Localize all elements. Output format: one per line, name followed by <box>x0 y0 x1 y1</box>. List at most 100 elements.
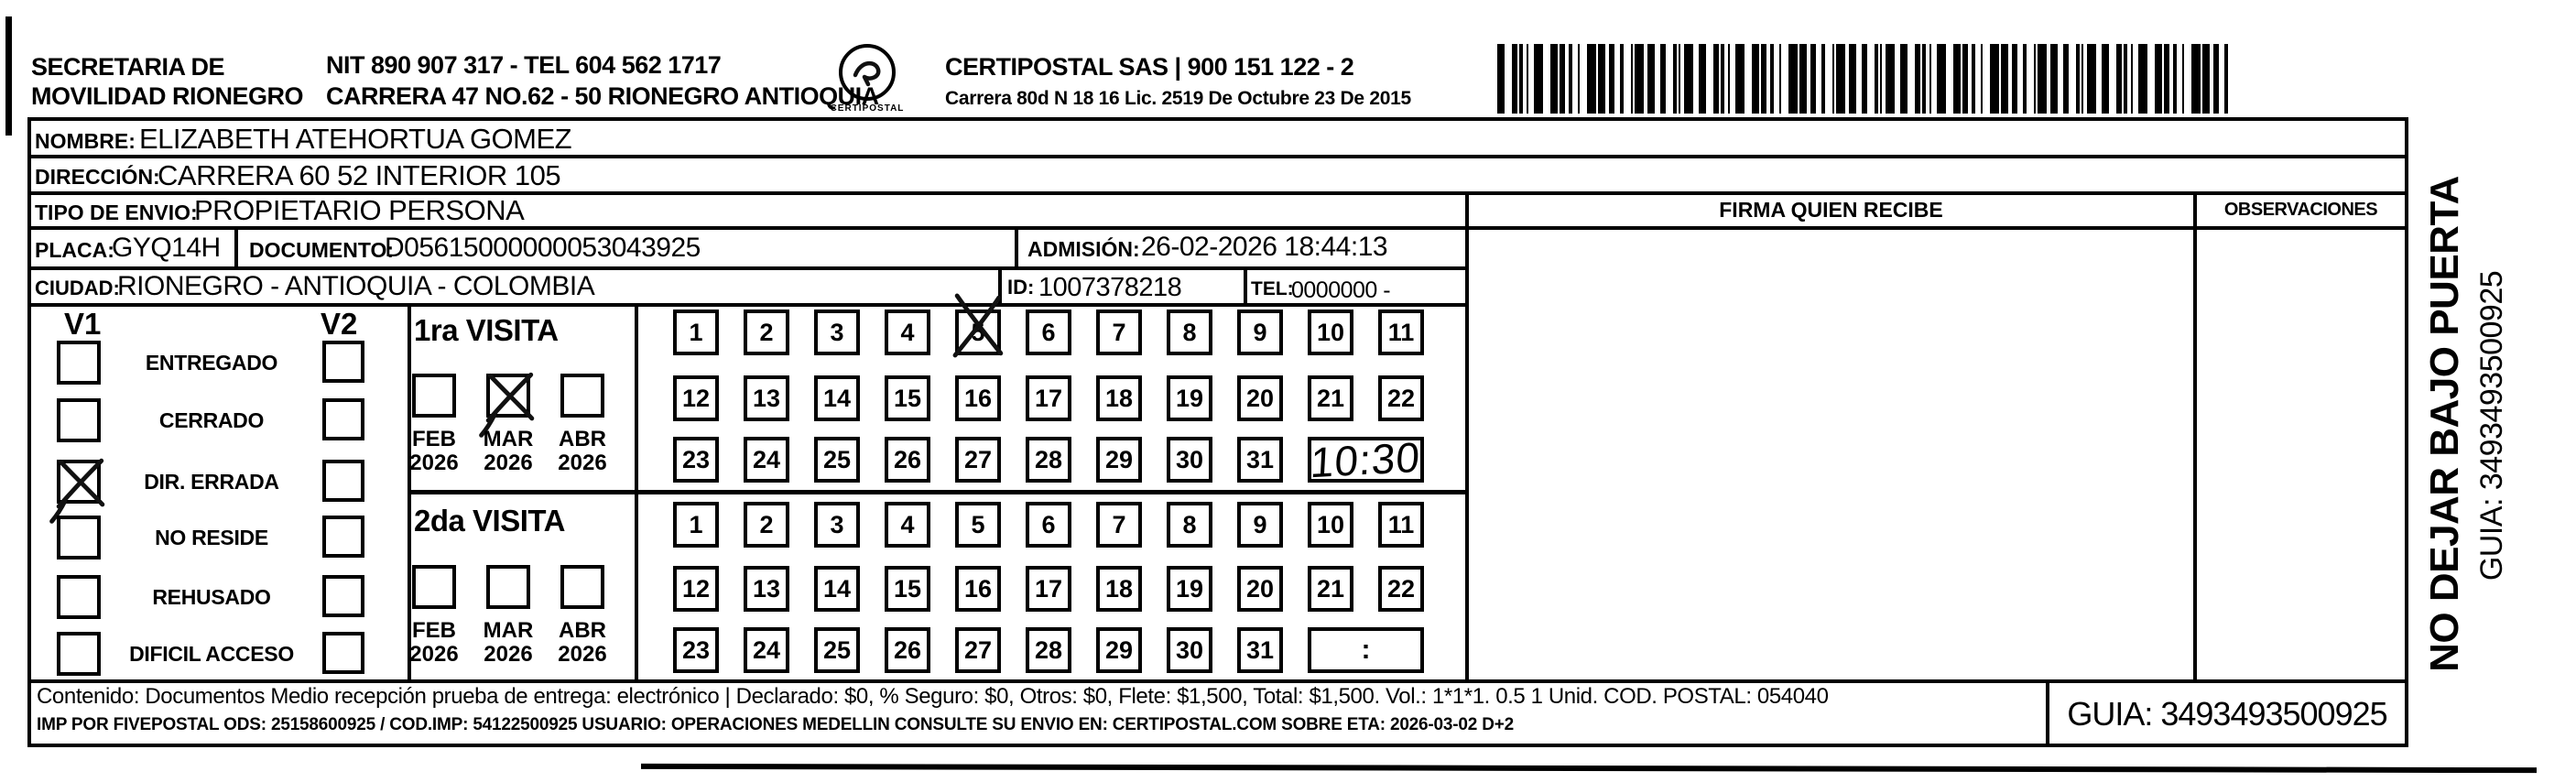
barcode-bar <box>1880 44 1882 114</box>
barcode-gap <box>2169 44 2173 114</box>
barcode-gap <box>2210 44 2213 114</box>
status-label-entregado: ENTREGADO <box>145 351 278 375</box>
day-box-visit2-27: 27 <box>955 627 1001 673</box>
barcode-gap <box>1816 44 1821 114</box>
firma-area <box>1469 230 2193 679</box>
ciudad-label: CIUDAD: <box>35 277 120 299</box>
visit2-year-label: 2026 <box>409 642 459 667</box>
day-box-visit2-20: 20 <box>1237 566 1283 612</box>
scan-artifact-bottom <box>640 763 2538 774</box>
placa-value: GYQ14H <box>112 233 221 263</box>
day-box-visit2-26: 26 <box>885 627 930 673</box>
barcode-bar <box>1534 44 1543 114</box>
day-box-visit1-6: 6 <box>1026 310 1071 355</box>
barcode-gap <box>1807 44 1810 114</box>
barcode-bar <box>1527 44 1528 114</box>
barcode-gap <box>1719 44 1721 114</box>
day-box-visit2-8: 8 <box>1167 502 1212 548</box>
barcode-gap <box>2083 44 2087 114</box>
day-box-visit2-13: 13 <box>744 566 789 612</box>
barcode-gap <box>1825 44 1832 114</box>
grid-line <box>27 191 2408 195</box>
day-box-visit2-3: 3 <box>814 502 860 548</box>
visit1-year-label: 2026 <box>409 451 459 475</box>
barcode-bar <box>2116 44 2122 114</box>
barcode-gap <box>1774 44 1779 114</box>
barcode-gap <box>1523 44 1527 114</box>
visit1-month-checkbox-feb <box>412 374 456 418</box>
grid-line <box>2405 117 2408 747</box>
day-box-visit1-13: 13 <box>744 375 789 421</box>
day-box-visit1-22: 22 <box>1378 375 1424 421</box>
barcode-bar <box>1900 44 1908 114</box>
barcode-gap <box>1759 44 1761 114</box>
day-box-visit2-14: 14 <box>814 566 860 612</box>
barcode-gap <box>1528 44 1534 114</box>
barcode-gap <box>1766 44 1770 114</box>
barcode-gap <box>1798 44 1799 114</box>
barcode-bar <box>1550 44 1558 114</box>
day-box-visit1-26: 26 <box>885 437 930 483</box>
grid-line <box>27 117 2408 121</box>
day-box-visit2-24: 24 <box>744 627 789 673</box>
day-box-visit1-12: 12 <box>673 375 719 421</box>
visit1-month-checkbox-abr <box>560 374 604 418</box>
barcode-gap <box>2177 44 2182 114</box>
observaciones-area <box>2197 230 2405 679</box>
v1-checkbox-rehusado <box>57 575 101 619</box>
barcode-bar <box>2131 44 2133 114</box>
grid-line <box>1465 191 1469 679</box>
v1-checkbox-dificil-acceso <box>57 632 101 676</box>
org-address-line: CARRERA 47 NO.62 - 50 RIONEGRO ANTIOQUIA <box>326 82 879 110</box>
barcode-gap <box>1655 44 1660 114</box>
day-box-visit2-16: 16 <box>955 566 1001 612</box>
barcode-bar <box>2063 44 2069 114</box>
barcode-gap <box>2228 44 2235 114</box>
barcode-gap <box>1931 44 1937 114</box>
org-name-line2: MOVILIDAD RIONEGRO <box>31 82 304 110</box>
barcode-gap <box>1745 44 1752 114</box>
admision-label: ADMISIÓN: <box>1027 237 1140 261</box>
barcode-bar <box>2138 44 2147 114</box>
visit2-month-checkbox-mar <box>486 565 530 609</box>
handwritten-x-mark <box>952 293 1004 358</box>
barcode-bar <box>2191 44 2201 114</box>
day-box-visit2-22: 22 <box>1378 566 1424 612</box>
visit1-day-row: 1 2 3 4 5 6 7 8 9 10 11 <box>673 293 1424 358</box>
day-box-visit1-10: 10 <box>1308 310 1353 355</box>
barcode-bar <box>1862 44 1867 114</box>
grid-line <box>27 155 2408 158</box>
footer-line1: Contenido: Documentos Medio recepción pr… <box>37 684 1829 709</box>
barcode-bar <box>2023 44 2027 114</box>
barcode-bar <box>1735 44 1745 114</box>
barcode-bar <box>2012 44 2017 114</box>
barcode-gap <box>2096 44 2102 114</box>
day-box-visit1-1: 1 <box>673 310 719 355</box>
v2-header: V2 <box>321 307 358 341</box>
visit2-time-box: : <box>1308 627 1424 673</box>
barcode-bar <box>2202 44 2210 114</box>
day-box-visit1-20: 20 <box>1237 375 1283 421</box>
logo-swirl-icon <box>853 61 881 87</box>
visit2-month-checkbox-abr <box>560 565 604 609</box>
grid-line <box>1015 226 1018 266</box>
v1-header: V1 <box>64 307 102 341</box>
company-line: CERTIPOSTAL SAS | 900 151 122 - 2 <box>945 53 1354 81</box>
day-box-visit1-18: 18 <box>1096 375 1142 421</box>
day-box-visit1-3: 3 <box>814 310 860 355</box>
day-box-visit2-18: 18 <box>1096 566 1142 612</box>
barcode-gap <box>1505 44 1512 114</box>
barcode-gap <box>1680 44 1684 114</box>
barcode-gap <box>1724 44 1728 114</box>
time-colon-placeholder: : <box>1361 635 1371 665</box>
visit2-month-checkbox-feb <box>412 565 456 609</box>
handwritten-time-note: 10:30 <box>1310 432 1422 487</box>
tipo-envio-value: PROPIETARIO PERSONA <box>194 194 525 226</box>
barcode-bar <box>2087 44 2096 114</box>
barcode-bar <box>1937 44 1946 114</box>
barcode-bar <box>1929 44 1931 114</box>
day-box-visit1-24: 24 <box>744 437 789 483</box>
barcode-gap <box>2058 44 2063 114</box>
tel-label: TEL: <box>1251 278 1294 299</box>
day-box-visit1-9: 9 <box>1237 310 1283 355</box>
